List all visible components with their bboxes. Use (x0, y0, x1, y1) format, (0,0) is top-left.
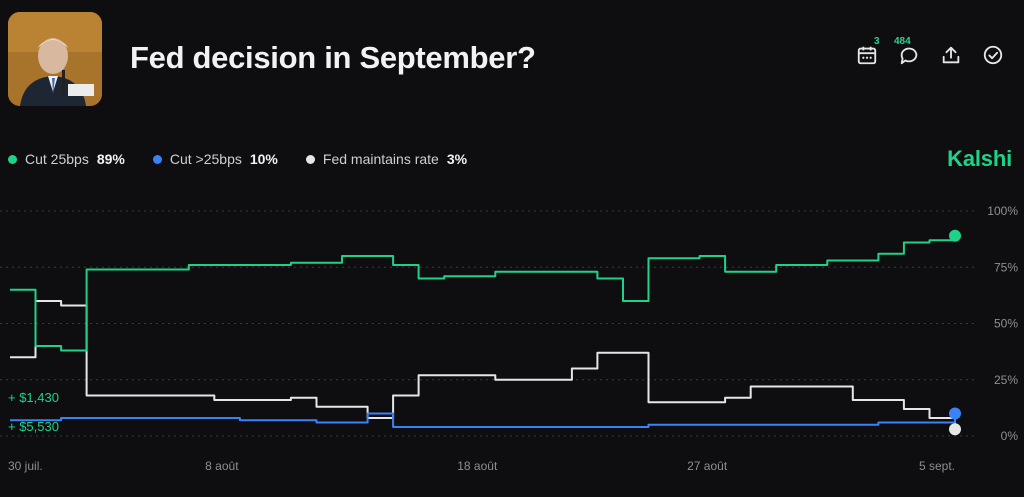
legend-label: Cut 25bps (25, 151, 89, 167)
x-tick-label: 27 août (687, 459, 728, 473)
legend-label: Fed maintains rate (322, 151, 439, 167)
legend-item-maintains-rate[interactable]: Fed maintains rate 3% (305, 151, 468, 167)
chart-legend: Cut 25bps 89% Cut >25bps 10% Fed maintai… (8, 151, 467, 167)
share-button[interactable] (940, 44, 962, 66)
brand-logo: Kalshi (947, 146, 1012, 171)
market-image (8, 12, 102, 106)
legend-dot-icon (8, 154, 17, 164)
follow-button[interactable] (982, 44, 1004, 66)
legend-dot-icon (305, 154, 315, 164)
comments-button[interactable]: 484 (894, 36, 920, 66)
y-tick-label: 25% (994, 373, 1018, 387)
x-axis: 30 juil. 8 août 18 août 27 août 5 sept. (8, 459, 955, 473)
chart-grid (0, 210, 975, 437)
volume-label: + $5,530 (8, 419, 59, 434)
series-end-point (949, 407, 961, 420)
x-tick-label: 18 août (457, 459, 498, 473)
calendar-icon (857, 46, 877, 65)
legend-pct: 89% (96, 151, 125, 167)
series-line (10, 235, 956, 352)
series-end-point (949, 423, 961, 436)
price-chart[interactable]: 100% 75% 50% 25% 0% 30 juil. 8 août 18 août 27 … (0, 200, 1024, 492)
legend-label: Cut >25bps (169, 151, 242, 167)
legend-pct: 3% (446, 151, 468, 167)
legend-pct: 10% (249, 151, 278, 167)
legend-item-cut-25bps[interactable]: Cut 25bps 89% (8, 151, 125, 167)
fed-chair-portrait (8, 12, 102, 106)
legend-dot-icon (152, 154, 162, 164)
calendar-button[interactable]: 3 (856, 36, 880, 66)
y-tick-label: 0% (1001, 429, 1019, 443)
series-end-point (949, 229, 961, 242)
x-tick-label: 30 juil. (8, 459, 43, 473)
y-tick-label: 100% (987, 204, 1018, 218)
series-line (10, 300, 956, 430)
volume-label: + $1,430 (8, 390, 59, 405)
chart-svg: 100% 75% 50% 25% 0% 30 juil. 8 août 18 août 27 … (0, 204, 1018, 473)
legend-item-cut-over-25bps[interactable]: Cut >25bps 10% (152, 151, 278, 167)
check-circle-icon (983, 45, 1003, 65)
y-tick-label: 50% (994, 317, 1018, 331)
header-actions: 3 484 (856, 36, 1004, 66)
calendar-badge: 3 (874, 36, 880, 47)
series-line (10, 412, 956, 428)
y-axis: 100% 75% 50% 25% 0% (987, 204, 1018, 443)
x-tick-label: 5 sept. (919, 459, 955, 473)
chart-lines (10, 235, 956, 430)
comment-icon (900, 47, 918, 65)
y-tick-label: 75% (994, 260, 1018, 274)
volume-labels: + $1,430 + $5,530 (8, 390, 59, 434)
chart-end-markers (949, 229, 961, 436)
x-tick-label: 8 août (205, 459, 239, 473)
page-title: Fed decision in September? (130, 40, 536, 75)
comments-badge: 484 (894, 36, 911, 47)
share-icon (942, 46, 960, 64)
